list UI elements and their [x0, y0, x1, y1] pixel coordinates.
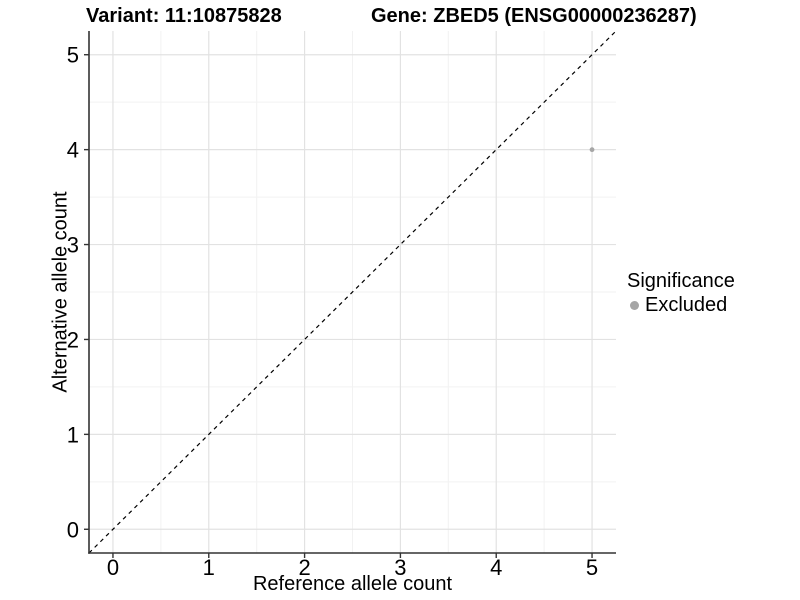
y-axis-title: Alternative allele count: [49, 191, 72, 393]
y-tick-label: 4: [67, 138, 79, 163]
data-point: [589, 147, 595, 153]
identity-reference-line: [88, 30, 617, 554]
x-tick-label: 2: [298, 555, 310, 580]
legend-item-excluded: Excluded: [627, 294, 735, 317]
x-tick-label: 4: [490, 555, 502, 580]
x-tick-label: 1: [203, 555, 215, 580]
x-axis-title: Reference allele count: [252, 573, 452, 595]
plot-title-gene: Gene: ZBED5 (ENSG00000236287): [371, 5, 697, 27]
x-tick-label: 0: [107, 555, 119, 580]
y-tick-label: 0: [67, 517, 79, 542]
y-tick-label: 1: [67, 422, 79, 447]
x-tick-label: 3: [394, 555, 406, 580]
legend-title: Significance: [627, 270, 735, 292]
plot-title-variant: Variant: 11:10875828: [86, 5, 282, 27]
y-tick-label: 2: [67, 327, 79, 352]
y-tick-label: 3: [67, 233, 79, 258]
x-tick-label: 5: [586, 555, 598, 580]
legend-item-label: Excluded: [645, 294, 728, 316]
y-tick-label: 5: [67, 43, 79, 68]
legend: Significance Excluded: [627, 269, 735, 317]
legend-point-icon: [630, 301, 639, 310]
